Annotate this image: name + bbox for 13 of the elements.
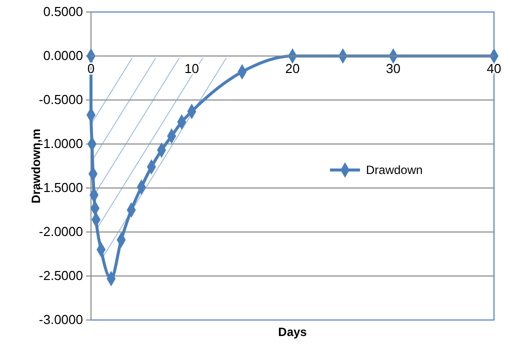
x-axis-title: Days [278,325,308,339]
y-tick-label: -1.0000 [38,136,83,152]
y-tick-label: -2.5000 [38,268,83,284]
y-tick-label: -3.0000 [38,312,83,328]
x-tick-label: 10 [184,61,199,76]
y-tick-label: -0.5000 [38,92,83,108]
y-tick-label: 0.0000 [43,48,83,64]
y-tick-label: -2.0000 [38,224,83,240]
x-tick-label: 30 [386,61,400,76]
x-tick-label: 20 [285,61,300,76]
legend-label: Drawdown [366,163,423,178]
y-tick-label: 0.5000 [43,4,83,20]
y-tick-label: -1.5000 [38,180,83,196]
